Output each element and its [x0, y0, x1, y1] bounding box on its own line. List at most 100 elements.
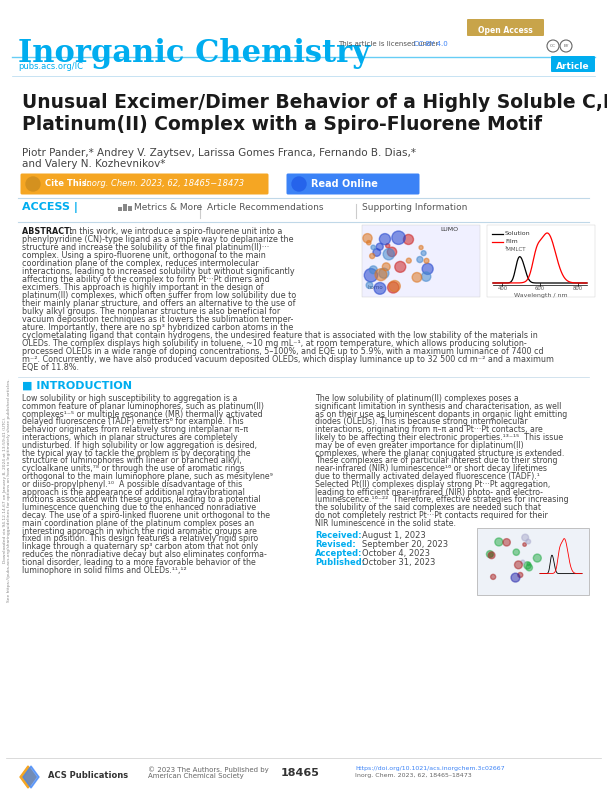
FancyBboxPatch shape	[362, 225, 480, 297]
Text: complexes, where the planar conjugated structure is extended.: complexes, where the planar conjugated s…	[315, 449, 565, 457]
Circle shape	[534, 554, 541, 562]
Text: October 31, 2023: October 31, 2023	[362, 557, 435, 566]
Text: Solution: Solution	[505, 231, 531, 236]
Text: cyclometalating ligand that contain hydrogens, the undesired feature that is ass: cyclometalating ligand that contain hydr…	[22, 331, 538, 340]
Text: Received:: Received:	[315, 530, 362, 540]
Circle shape	[521, 560, 524, 564]
Text: undisturbed. If high solubility or low aggregation is desired,: undisturbed. If high solubility or low a…	[22, 441, 257, 450]
Text: Inorg. Chem. 2023, 62, 18465−18473: Inorg. Chem. 2023, 62, 18465−18473	[84, 179, 244, 188]
Text: structure of luminophores with linear or branched alkyl,: structure of luminophores with linear or…	[22, 457, 242, 465]
Text: Cite This:: Cite This:	[45, 179, 90, 188]
Text: linkage through a quaternary sp³ carbon atom that not only: linkage through a quaternary sp³ carbon …	[22, 542, 258, 551]
Text: The low solubility of platinum(II) complexes poses a: The low solubility of platinum(II) compl…	[315, 394, 519, 403]
Circle shape	[374, 283, 386, 294]
Text: BY: BY	[563, 44, 569, 48]
Text: the solubility of the said complexes are needed such that: the solubility of the said complexes are…	[315, 503, 541, 512]
Text: EQE of 11.8%.: EQE of 11.8%.	[22, 363, 79, 372]
Text: Wavelength / nm: Wavelength / nm	[514, 293, 568, 298]
Text: leading to efficient near-infrared (NIR) photo- and electro-: leading to efficient near-infrared (NIR)…	[315, 488, 543, 497]
Circle shape	[379, 234, 390, 244]
Text: ABSTRACT:: ABSTRACT:	[22, 227, 75, 236]
Polygon shape	[20, 766, 36, 788]
Circle shape	[526, 564, 532, 571]
Circle shape	[422, 264, 433, 275]
Text: homo: homo	[367, 285, 383, 290]
Text: and Valery N. Kozhevnikov*: and Valery N. Kozhevnikov*	[22, 159, 165, 169]
Text: ♥: ♥	[296, 181, 302, 187]
Text: LUMO: LUMO	[440, 227, 458, 232]
Bar	[118, 207, 121, 211]
Circle shape	[518, 573, 523, 578]
Circle shape	[367, 240, 371, 245]
Circle shape	[376, 244, 383, 250]
Circle shape	[489, 553, 493, 557]
Text: due to thermally activated delayed fluorescence (TADF).¹: due to thermally activated delayed fluor…	[315, 472, 540, 481]
Text: luminophore in solid films and OLEDs.¹¹,¹²: luminophore in solid films and OLEDs.¹¹,…	[22, 566, 186, 574]
Text: October 4, 2023: October 4, 2023	[362, 549, 430, 557]
FancyBboxPatch shape	[477, 528, 589, 594]
Text: Revised:: Revised:	[315, 540, 356, 549]
Text: luminescence quenching due to the enhanced nonradiative: luminescence quenching due to the enhanc…	[22, 503, 256, 512]
Text: m⁻². Concurrently, we have also produced vacuum deposited OLEDs, which display l: m⁻². Concurrently, we have also produced…	[22, 355, 554, 364]
Text: complex. Using a spiro-fluorene unit, orthogonal to the main: complex. Using a spiro-fluorene unit, or…	[22, 251, 266, 260]
Circle shape	[417, 256, 423, 263]
Text: affecting the ability of the complex to form Pt···Pt dimers and: affecting the ability of the complex to …	[22, 275, 270, 284]
Text: August 1, 2023: August 1, 2023	[362, 530, 426, 540]
Text: interactions, which in planar structures are completely: interactions, which in planar structures…	[22, 433, 237, 442]
Text: the typical way to tackle the problem is by decorating the: the typical way to tackle the problem is…	[22, 449, 251, 457]
Text: Read Online: Read Online	[311, 179, 378, 189]
Circle shape	[488, 552, 495, 558]
Text: coordination plane of the complex, reduces intermolecular: coordination plane of the complex, reduc…	[22, 259, 259, 268]
Text: 600: 600	[535, 286, 545, 291]
Text: likely to be affecting their electronic properties.¹³⁻¹⁵  This issue: likely to be affecting their electronic …	[315, 433, 563, 442]
Text: main coordination plane of the platinum complex poses an: main coordination plane of the platinum …	[22, 519, 254, 528]
Text: ature. Importantly, there are no sp³ hybridized carbon atoms in the: ature. Importantly, there are no sp³ hyb…	[22, 323, 293, 332]
Text: Film: Film	[505, 239, 518, 244]
Text: pubs.acs.org/IC: pubs.acs.org/IC	[18, 62, 83, 71]
Circle shape	[406, 258, 412, 264]
Text: Inorg. Chem. 2023, 62, 18465–18473: Inorg. Chem. 2023, 62, 18465–18473	[355, 773, 472, 778]
Circle shape	[370, 253, 375, 259]
Text: Unusual Excimer/Dimer Behavior of a Highly Soluble C,N
Platinum(II) Complex with: Unusual Excimer/Dimer Behavior of a High…	[22, 93, 607, 134]
Text: Selected Pt(II) complexes display strong Pt···Pt aggregation,: Selected Pt(II) complexes display strong…	[315, 480, 551, 489]
Text: Downloaded via 94.12.14.67 on January 8, 2024 at 13:59:41 (UTC).
See https://pub: Downloaded via 94.12.14.67 on January 8,…	[2, 378, 12, 602]
Text: interesting approach in which the rigid aromatic groups are: interesting approach in which the rigid …	[22, 526, 257, 536]
Text: ■ INTRODUCTION: ■ INTRODUCTION	[22, 381, 132, 391]
Text: ACCESS |: ACCESS |	[22, 202, 78, 213]
Text: Inorganic Chemistry: Inorganic Chemistry	[18, 38, 370, 69]
Text: near-infrared (NIR) luminescence¹⁶ or short decay lifetimes: near-infrared (NIR) luminescence¹⁶ or sh…	[315, 465, 547, 473]
Circle shape	[524, 562, 531, 569]
Text: https://doi.org/10.1021/acs.inorgchem.3c02667: https://doi.org/10.1021/acs.inorgchem.3c…	[355, 766, 504, 771]
Circle shape	[522, 534, 529, 541]
FancyBboxPatch shape	[287, 174, 419, 195]
Text: structure and increase the solubility of the final platinum(II)···: structure and increase the solubility of…	[22, 243, 270, 252]
Text: diodes (OLEDs). This is because strong intermolecular: diodes (OLEDs). This is because strong i…	[315, 417, 527, 426]
Text: may be of even greater importance for diplatinum(II): may be of even greater importance for di…	[315, 441, 524, 450]
Text: decay. The use of a spiro-linked fluorene unit orthogonal to the: decay. The use of a spiro-linked fluoren…	[22, 511, 270, 520]
Text: as on their use as luminescent dopants in organic light emitting: as on their use as luminescent dopants i…	[315, 409, 568, 419]
Text: interactions, leading to increased solubility but without significantly: interactions, leading to increased solub…	[22, 267, 294, 276]
Text: 400: 400	[497, 286, 507, 291]
Text: Article Recommendations: Article Recommendations	[207, 203, 324, 212]
Text: excimers. This approach is highly important in the design of: excimers. This approach is highly import…	[22, 283, 263, 292]
Circle shape	[490, 574, 496, 579]
Text: tional disorder, leading to a more favorable behavior of the: tional disorder, leading to a more favor…	[22, 557, 256, 567]
Text: luminescence.¹⁶⁻²²  Therefore, effective strategies for increasing: luminescence.¹⁶⁻²² Therefore, effective …	[315, 495, 569, 505]
FancyBboxPatch shape	[551, 56, 595, 72]
Bar	[128, 206, 132, 211]
Circle shape	[366, 282, 373, 288]
Circle shape	[486, 550, 493, 557]
FancyBboxPatch shape	[487, 225, 595, 297]
Text: American Chemical Society: American Chemical Society	[148, 773, 244, 779]
Text: processed OLEDs in a wide range of doping concentrations, 5–100%, and EQE up to : processed OLEDs in a wide range of dopin…	[22, 347, 544, 356]
Circle shape	[292, 177, 306, 191]
Circle shape	[387, 248, 397, 256]
Circle shape	[387, 282, 399, 293]
Text: NIR luminescence in the solid state.: NIR luminescence in the solid state.	[315, 519, 456, 528]
Text: orthogonal to the main luminophore plane, such as mesitylene⁹: orthogonal to the main luminophore plane…	[22, 472, 273, 481]
Text: Open Access: Open Access	[478, 26, 532, 35]
FancyBboxPatch shape	[467, 19, 544, 36]
Circle shape	[382, 263, 390, 271]
Text: or diiso-propylphenyl.¹⁰  A possible disadvantage of this: or diiso-propylphenyl.¹⁰ A possible disa…	[22, 480, 242, 489]
FancyBboxPatch shape	[21, 174, 268, 195]
